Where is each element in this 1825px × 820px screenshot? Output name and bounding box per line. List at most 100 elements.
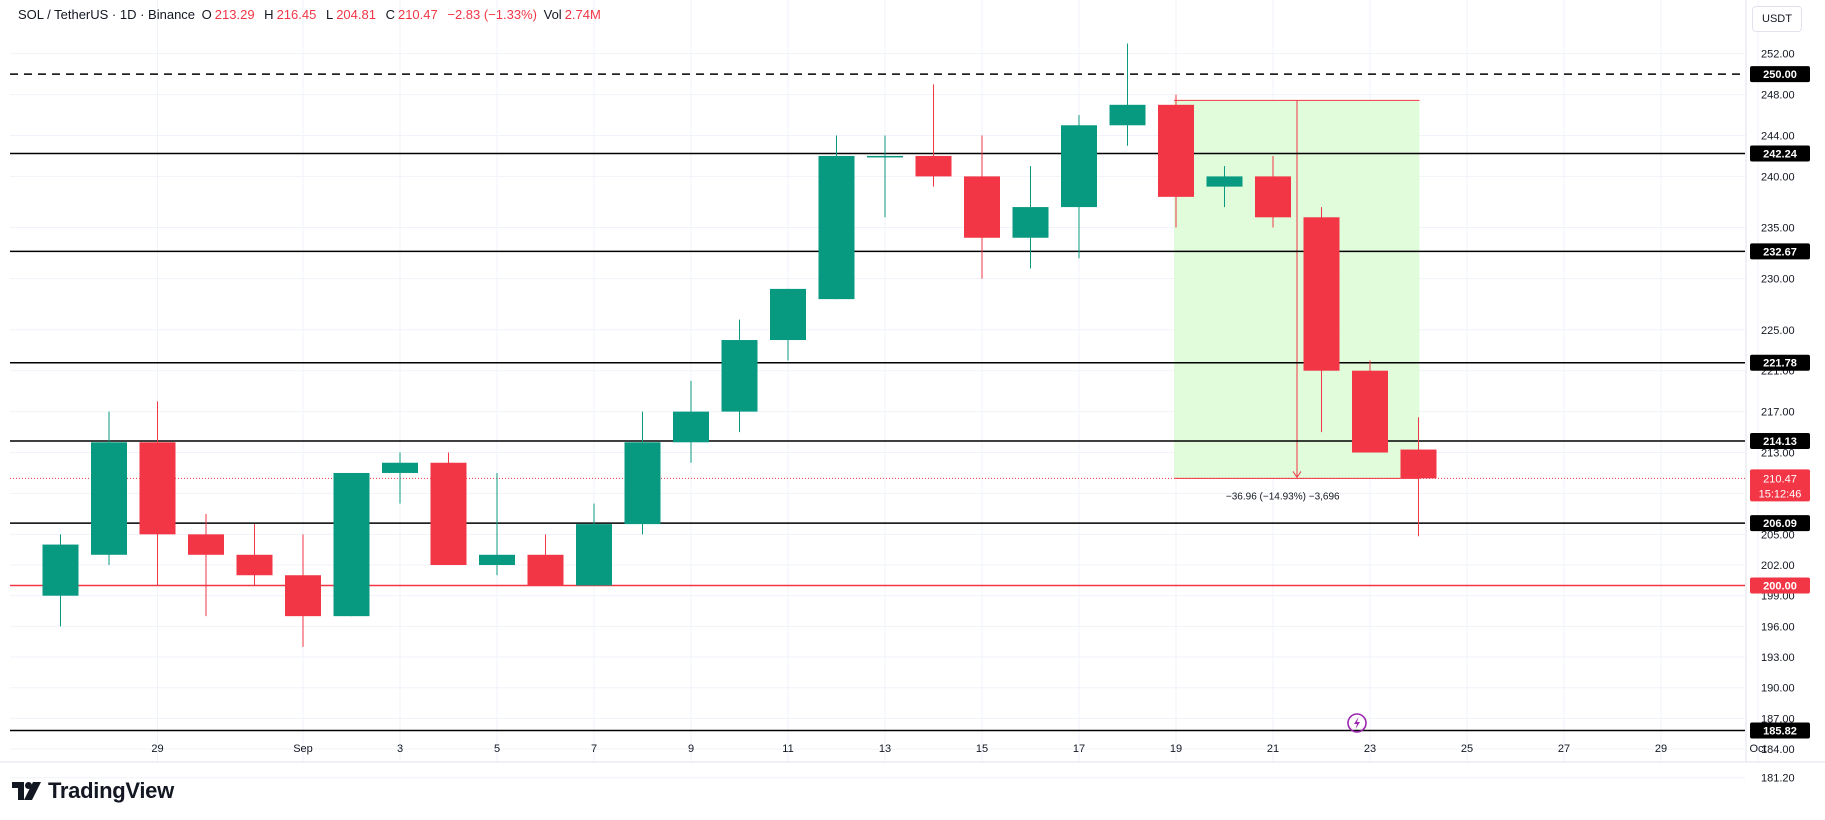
candle: [624, 411, 661, 535]
price-tick-label: 193.00: [1761, 652, 1795, 664]
time-tick-label: 5: [494, 743, 500, 755]
candle: [818, 135, 855, 300]
currency-unit-button[interactable]: USDT: [1752, 6, 1802, 32]
candle: [867, 135, 903, 218]
candle-body: [1303, 217, 1340, 371]
volume-value: Vol 2.74M: [543, 7, 601, 22]
time-tick-label: 11: [782, 743, 793, 755]
level-tag-label: 242.24: [1763, 148, 1798, 160]
candle: [1400, 417, 1437, 537]
level-tag: [1750, 722, 1810, 739]
candle: [1303, 207, 1340, 433]
candle-body: [285, 575, 321, 617]
countdown-label: 15:12:46: [1759, 488, 1802, 500]
candle: [964, 135, 1000, 279]
candle: [1012, 166, 1049, 269]
high-value: H 216.45: [264, 7, 317, 22]
time-tick-label: 19: [1170, 743, 1182, 755]
time-tick-label: Oct: [1749, 743, 1766, 755]
price-tick-label: 225.00: [1761, 325, 1795, 337]
measure-label: −36.96 (−14.93%) −3,696: [1226, 491, 1340, 502]
candle: [91, 411, 127, 566]
candle: [236, 524, 273, 586]
level-tag-label: 232.67: [1763, 246, 1797, 258]
candle-body: [915, 155, 952, 177]
candle: [1255, 155, 1291, 228]
open-value: O 213.29: [201, 7, 255, 22]
price-tick-label: 217.00: [1761, 407, 1795, 419]
change-value: −2.83 (−1.33%): [447, 7, 537, 22]
candle: [1109, 43, 1146, 146]
time-tick-label: 27: [1558, 743, 1570, 755]
price-tick-label: 190.00: [1761, 683, 1795, 695]
time-tick-label: 13: [879, 743, 891, 755]
price-tick-label: 181.20: [1761, 773, 1795, 785]
level-tag-label: 185.82: [1763, 725, 1797, 737]
level-tag: [1750, 515, 1810, 532]
candle-body: [333, 472, 370, 617]
level-tag-label: 250.00: [1763, 69, 1797, 81]
candle-body: [188, 534, 224, 555]
candle-body: [1158, 104, 1194, 197]
price-tick-label: 213.00: [1761, 448, 1795, 460]
level-tag: [1750, 354, 1810, 371]
candle: [527, 534, 564, 586]
price-tick-label: 205.00: [1761, 529, 1795, 541]
time-tick-label: Sep: [293, 743, 313, 755]
price-tick-label: 187.00: [1761, 713, 1795, 725]
level-tag-label: 200.00: [1763, 580, 1797, 592]
candle: [139, 401, 176, 586]
candle: [42, 534, 79, 627]
candle-body: [721, 340, 758, 412]
candlestick-series: [42, 43, 1437, 647]
price-tick-label: 235.00: [1761, 223, 1795, 235]
time-axis: 29 Sep 3 5 7 9 11 13 15 17 19 21 23 25 27 29 Oct: [151, 743, 1766, 755]
candle: [479, 472, 515, 576]
time-tick-label: 17: [1073, 743, 1085, 755]
time-tick-label: 23: [1364, 743, 1376, 755]
candle-body: [867, 155, 903, 158]
plot-area: [10, 0, 1745, 762]
price-tick-label: 244.00: [1761, 130, 1795, 142]
last-price-label: 210.47: [1763, 473, 1797, 485]
brand-logo[interactable]: TradingView: [12, 778, 174, 804]
candle: [1158, 94, 1194, 228]
candle: [333, 472, 370, 617]
candle-body: [430, 462, 467, 566]
time-tick-label: 29: [1655, 743, 1667, 755]
price-tick-label: 240.00: [1761, 171, 1795, 183]
time-tick-label: 21: [1267, 743, 1279, 755]
candle: [673, 380, 709, 463]
candle-body: [527, 554, 564, 586]
candle-body: [1206, 176, 1243, 187]
level-tag-label: 206.09: [1763, 518, 1797, 530]
candle: [576, 503, 612, 586]
candle-body: [236, 554, 273, 576]
candle: [1352, 360, 1388, 453]
candle-body: [1012, 207, 1049, 238]
candle-body: [1352, 370, 1388, 453]
symbol-title[interactable]: SOL / TetherUS · 1D · Binance: [18, 7, 196, 22]
level-tag: [1750, 432, 1810, 449]
level-tag: [1750, 577, 1810, 594]
candle-body: [1109, 104, 1146, 126]
price-tick-label: 202.00: [1761, 560, 1795, 572]
candle-body: [382, 462, 418, 473]
price-tick-label: 248.00: [1761, 90, 1795, 102]
candle: [285, 534, 321, 647]
candle-body: [818, 155, 855, 300]
candle-body: [1061, 125, 1097, 208]
candle-body: [91, 442, 127, 555]
price-tags: 250.00 242.24 232.67 221.78 214.13 206.09 200.…: [1750, 66, 1810, 739]
time-tick-label: 15: [976, 743, 988, 755]
lightning-icon[interactable]: [1347, 713, 1367, 733]
candle: [430, 452, 467, 566]
candle: [770, 288, 806, 361]
candle-body: [1400, 449, 1437, 479]
candle: [1061, 115, 1097, 259]
candle-body: [770, 288, 806, 341]
measure-arrow-head: [1292, 471, 1302, 479]
candle: [1206, 166, 1243, 208]
